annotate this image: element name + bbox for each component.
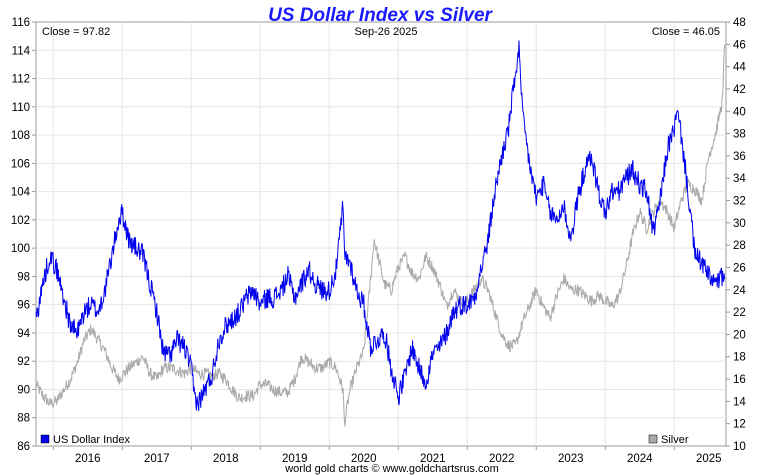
x-tick-label: 2025 [696,453,722,465]
right-tick-label: 22 [733,307,746,319]
legend-usd: US Dollar Index [53,434,131,446]
series-us-dollar-index [35,40,726,412]
right-tick-label: 10 [733,441,746,453]
x-tick-label: 2019 [282,453,308,465]
right-tick-label: 34 [733,173,746,185]
right-tick-label: 40 [733,106,746,118]
x-tick-label: 2021 [420,453,446,465]
right-tick-label: 32 [733,196,746,208]
left-tick-label: 88 [17,413,30,425]
plot-area [35,21,727,447]
left-tick-label: 116 [12,17,30,29]
left-tick-label: 98 [17,271,30,283]
left-tick-label: 112 [12,74,30,86]
right-tick-label: 14 [733,396,746,408]
left-tick-label: 96 [17,300,30,312]
left-tick-label: 86 [17,441,30,453]
right-close-label: Close = 46.05 [652,26,720,38]
x-tick-label: 2018 [213,453,239,465]
left-tick-label: 100 [11,243,30,255]
legend-swatch-usd [40,434,50,444]
left-tick-label: 106 [11,158,30,170]
right-tick-label: 20 [733,329,746,341]
left-tick-label: 110 [12,102,30,114]
right-tick-label: 12 [733,419,746,431]
right-tick-label: 48 [733,17,746,29]
right-tick-label: 30 [733,218,746,230]
chart-title: US Dollar Index vs Silver [268,5,493,26]
right-tick-label: 24 [733,285,746,297]
left-close-label: Close = 97.82 [42,26,110,38]
right-tick-label: 28 [733,240,746,252]
left-axis: 86 88 90 92 94 96 98 100 102 104 106 108 110 112 114 11… [11,17,36,453]
x-tick-label: 2020 [351,453,377,465]
left-tick-label: 94 [17,328,30,340]
x-tick-label: 2022 [489,453,515,465]
x-tick-label: 2016 [75,453,101,465]
x-axis: 2016 2017 2018 2019 2020 2021 2022 2023 2024 2025 [52,446,722,465]
right-tick-label: 36 [733,151,746,163]
date-label: Sep-26 2025 [355,26,418,38]
left-tick-label: 92 [17,356,30,368]
right-tick-label: 46 [733,39,746,51]
right-tick-label: 16 [733,374,746,386]
left-tick-label: 90 [17,384,30,396]
left-tick-label: 102 [11,215,30,227]
legend-swatch-silver [648,434,658,444]
legend-silver: Silver [661,434,689,446]
right-tick-label: 42 [733,84,746,96]
left-tick-label: 114 [12,45,31,57]
left-tick-label: 108 [11,130,30,142]
footer-credit: world gold charts © www.goldchartsrus.co… [284,463,499,475]
x-tick-label: 2023 [558,453,584,465]
right-tick-label: 18 [733,352,746,364]
series-silver [35,44,726,427]
right-tick-label: 44 [733,62,746,74]
left-tick-label: 104 [11,187,31,199]
right-axis: 10 12 14 16 18 20 22 24 26 28 30 32 34 36 38 40 42 44 46 48 [726,17,746,453]
series-layer [35,40,726,427]
right-tick-label: 26 [733,262,746,274]
x-tick-label: 2017 [144,453,170,465]
right-tick-label: 38 [733,129,746,141]
x-tick-label: 2024 [627,453,653,465]
